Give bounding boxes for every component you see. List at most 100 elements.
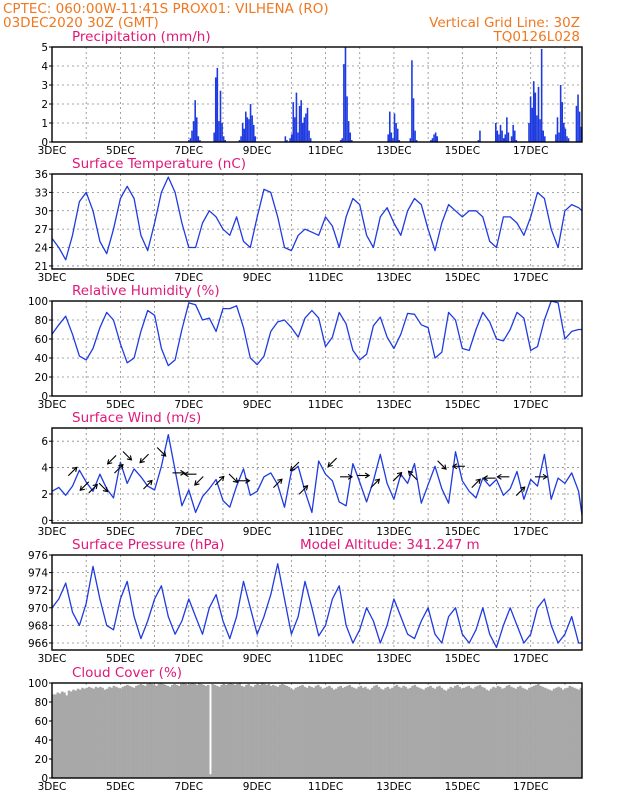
cloud-bar: [317, 684, 320, 778]
cloud-bar: [139, 683, 143, 778]
x-tick-label: 7DEC: [174, 145, 203, 157]
cloud-bar: [456, 684, 459, 778]
cloud-bar: [413, 684, 417, 778]
cloud-bar: [438, 685, 441, 778]
wind-arrow: [114, 463, 124, 474]
precip-bar: [501, 130, 503, 142]
cloud-bar: [445, 690, 448, 778]
precip-bar: [199, 140, 201, 142]
y-tick-label: 24: [35, 243, 49, 255]
precip-bar: [309, 138, 312, 142]
cloud-bar: [184, 683, 188, 778]
cloud-bar: [168, 686, 172, 778]
temp-frame: [51, 173, 583, 270]
cloud-bar: [278, 684, 282, 778]
wind-arrow: [214, 475, 225, 486]
precip-bar: [507, 132, 510, 142]
cloud-bar: [260, 683, 264, 778]
cloud-bar: [521, 687, 524, 778]
cloud-bar: [72, 689, 75, 778]
y-tick-label: 968: [28, 620, 48, 632]
cloud-bar: [137, 684, 140, 778]
precip-bar: [414, 130, 416, 142]
cloud-bar: [555, 687, 558, 778]
precip-bar: [213, 132, 215, 142]
cloud-bar: [559, 687, 563, 778]
precip-bar: [577, 94, 579, 142]
cloud-bar: [310, 686, 313, 778]
cloud-bar: [348, 684, 351, 778]
cloud-bar: [409, 687, 412, 778]
cloud-bar: [397, 686, 401, 778]
x-tick-label: 17DEC: [513, 399, 548, 411]
cloud-bar: [52, 694, 55, 778]
cloud-bar: [303, 686, 307, 778]
precip-bar: [563, 123, 565, 142]
cloud-bar: [56, 692, 60, 778]
precip-bar: [194, 100, 196, 142]
cloud-bar: [211, 683, 214, 778]
precip-bar: [189, 138, 192, 142]
precip-bar: [339, 140, 342, 142]
precip-bar: [197, 136, 200, 142]
cloud-bar: [191, 683, 194, 778]
y-tick-label: 2: [41, 489, 48, 501]
precip-bar: [246, 117, 249, 142]
precip-bar: [252, 124, 255, 142]
x-tick-label: 5DEC: [106, 781, 135, 793]
cloud-bar: [274, 685, 277, 778]
cloud-bar: [74, 690, 78, 778]
cloud-bar: [361, 687, 365, 778]
precip-bar: [388, 111, 391, 142]
y-tick-label: 21: [35, 261, 48, 273]
cloud-bar: [388, 688, 392, 778]
cloud-bar: [431, 687, 435, 778]
x-tick-label: 13DEC: [376, 781, 411, 793]
cloud-bar: [528, 687, 531, 778]
cloud-bar: [406, 688, 410, 778]
wind-arrow: [534, 473, 549, 480]
cloud-bar: [498, 686, 502, 778]
cloud-bar: [263, 683, 266, 778]
wind-arrow: [289, 461, 300, 472]
cloud-bar: [171, 684, 174, 778]
y-tick-label: 5: [41, 42, 48, 54]
x-tick-label: 11DEC: [308, 272, 343, 284]
precip-bar: [559, 85, 562, 142]
cloud-bar: [507, 684, 511, 778]
cloud-bar: [519, 685, 522, 778]
cloud-bar: [523, 688, 527, 778]
rh-frame: [51, 300, 583, 397]
cloud-bar: [132, 687, 136, 778]
y-tick-label: 4: [41, 61, 48, 73]
wind-arrow: [407, 470, 418, 481]
x-tick-label: 15DEC: [445, 781, 480, 793]
cloud-bar: [173, 683, 176, 778]
precip-bar: [245, 111, 247, 142]
cloud-bar: [299, 685, 302, 778]
pres-annotation: Model Altitude: 341.247 m: [300, 537, 480, 553]
precip-bar: [216, 67, 219, 142]
cloud-bar: [543, 687, 547, 778]
cloud-bar: [422, 689, 426, 778]
cloud-bar: [213, 684, 217, 778]
header-model-id: TQ0126L028: [492, 29, 580, 45]
x-tick-label: 9DEC: [243, 526, 272, 538]
precip-bar: [286, 140, 288, 142]
precip-bar: [214, 77, 217, 142]
y-tick-label: 6: [41, 436, 48, 448]
cloud-bar: [69, 691, 73, 778]
cloud-bar: [63, 692, 66, 778]
y-tick-label: 970: [28, 603, 48, 615]
precip-bar: [531, 107, 533, 142]
wind-arrow: [496, 473, 510, 480]
precip-bar: [241, 123, 244, 142]
cloud-bar: [258, 684, 262, 778]
y-tick-label: 4: [41, 463, 48, 475]
x-tick-label: 17DEC: [513, 526, 548, 538]
precip-bar: [344, 47, 347, 142]
wind-arrow: [237, 477, 251, 484]
precip-bar: [536, 115, 538, 142]
cloud-bar: [570, 686, 574, 778]
precip-bar: [502, 138, 505, 142]
